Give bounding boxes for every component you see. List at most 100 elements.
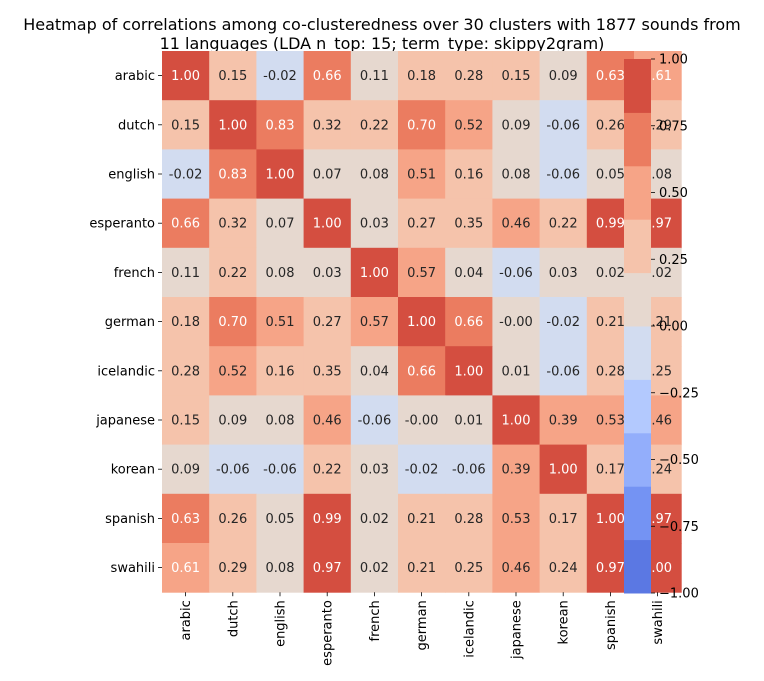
heatmap-cell [350, 543, 399, 593]
heatmap-cell [209, 149, 257, 200]
cell-value-label: 0.97 [313, 561, 342, 576]
cell-value-label: 0.52 [454, 118, 483, 133]
heatmap-cell [539, 346, 588, 396]
heatmap-cell [303, 247, 352, 298]
heatmap-cell [162, 493, 210, 544]
cell-value-label: 0.66 [407, 364, 436, 379]
cell-value-label: 0.05 [596, 168, 625, 183]
heatmap-cell [256, 493, 305, 544]
heatmap-cell [539, 198, 588, 249]
colorbar-band [624, 219, 651, 274]
colorbar-tick-label: −1.00 [659, 587, 699, 602]
heatmap-cell [539, 247, 588, 298]
heatmap-cell [539, 444, 588, 495]
heatmap-cell [256, 297, 305, 347]
heatmap-cell [350, 493, 399, 544]
cell-value-label: 0.08 [266, 414, 295, 429]
cell-value-label: -0.02 [405, 463, 439, 478]
heatmap-cell [445, 493, 493, 544]
cell-value-label: 0.21 [407, 561, 436, 576]
heatmap-cell [350, 444, 399, 495]
heatmap-cell [162, 395, 210, 446]
heatmap-cell [162, 346, 210, 396]
cell-value-label: 1.00 [502, 414, 531, 429]
cell-value-label: 0.09 [171, 463, 200, 478]
cell-value-label: 0.05 [266, 512, 295, 527]
colorbar-tick-label: −0.25 [659, 386, 699, 401]
cell-value-label: 0.28 [454, 512, 483, 527]
heatmap-cell [445, 51, 493, 101]
heatmap-cell [445, 149, 493, 200]
cell-value-label: 0.03 [360, 217, 389, 232]
cell-value-label: 0.04 [454, 266, 483, 281]
row-label: german [105, 315, 155, 330]
heatmap-cell [303, 198, 352, 249]
row-label: korean [111, 463, 155, 478]
heatmap-cell [209, 444, 257, 495]
heatmap-cell [445, 297, 493, 347]
cell-value-label: 0.25 [454, 561, 483, 576]
cell-value-label: 0.02 [360, 512, 389, 527]
cell-value-label: -0.02 [546, 315, 580, 330]
cell-value-label: 0.18 [171, 315, 200, 330]
cell-value-label: 0.66 [454, 315, 483, 330]
heatmap-cell [398, 247, 446, 298]
heatmap-cell [303, 395, 352, 446]
cell-value-label: -0.02 [169, 168, 203, 183]
cell-value-label: 0.57 [407, 266, 436, 281]
colorbar-band [624, 432, 651, 487]
chart-title-line-1: Heatmap of correlations among co-cluster… [23, 15, 741, 34]
heatmap-cell [445, 444, 493, 495]
cell-value-label: 0.21 [407, 512, 436, 527]
heatmap-cell [303, 346, 352, 396]
cell-value-label: 0.46 [313, 414, 342, 429]
cell-value-label: 0.53 [502, 512, 531, 527]
heatmap-cell [209, 198, 257, 249]
colorbar-band [624, 539, 651, 594]
cell-value-label: 0.29 [218, 561, 247, 576]
column-label: english [274, 600, 289, 647]
heatmap-cell [398, 543, 446, 593]
cell-value-label: 0.02 [360, 561, 389, 576]
cell-value-label: 0.26 [596, 118, 625, 133]
heatmap-cell [398, 346, 446, 396]
heatmap-cell [256, 100, 305, 150]
colorbar: 1.00 0.75 0.50 0.25 0.00 −0.25 −0.50 −0.75 −1.00 [624, 53, 699, 602]
cell-value-label: 0.01 [502, 364, 531, 379]
row-label: swahili [111, 561, 155, 576]
heatmap-cell [209, 346, 257, 396]
heatmap-cell [256, 444, 305, 495]
cell-value-label: 0.52 [218, 364, 247, 379]
column-label: dutch [226, 600, 241, 637]
colorbar-band [624, 486, 651, 541]
cell-value-label: 0.57 [360, 315, 389, 330]
heatmap-cell [492, 198, 541, 249]
cell-value-label: 0.28 [596, 364, 625, 379]
chart-title-line-2: 11 languages (LDA n_top: 15; term_type: … [160, 34, 605, 54]
heatmap-cell [445, 100, 493, 150]
cell-value-label: 0.46 [502, 561, 531, 576]
heatmap-cell [256, 51, 305, 101]
heatmap-cell [398, 395, 446, 446]
cell-value-label: 0.22 [313, 463, 342, 478]
heatmap-cell [303, 100, 352, 150]
cell-value-label: 0.70 [407, 118, 436, 133]
heatmap-cell [492, 100, 541, 150]
cell-value-label: 0.39 [549, 414, 578, 429]
cell-value-label: 0.07 [266, 217, 295, 232]
cell-value-label: 0.70 [218, 315, 247, 330]
row-label: japanese [95, 414, 155, 429]
column-tick-labels: arabic dutch english esperanto french german i… [179, 592, 666, 666]
heatmap-cell [303, 493, 352, 544]
heatmap-cell [303, 149, 352, 200]
row-label: english [108, 168, 155, 183]
cell-value-label: 0.97 [596, 561, 625, 576]
heatmap-cell [256, 346, 305, 396]
cell-value-label: 0.28 [454, 69, 483, 84]
cell-value-label: 0.22 [549, 217, 578, 232]
heatmap-cell [162, 247, 210, 298]
heatmap-cell [162, 543, 210, 593]
cell-value-label: 0.01 [454, 414, 483, 429]
colorbar-band [624, 59, 651, 113]
